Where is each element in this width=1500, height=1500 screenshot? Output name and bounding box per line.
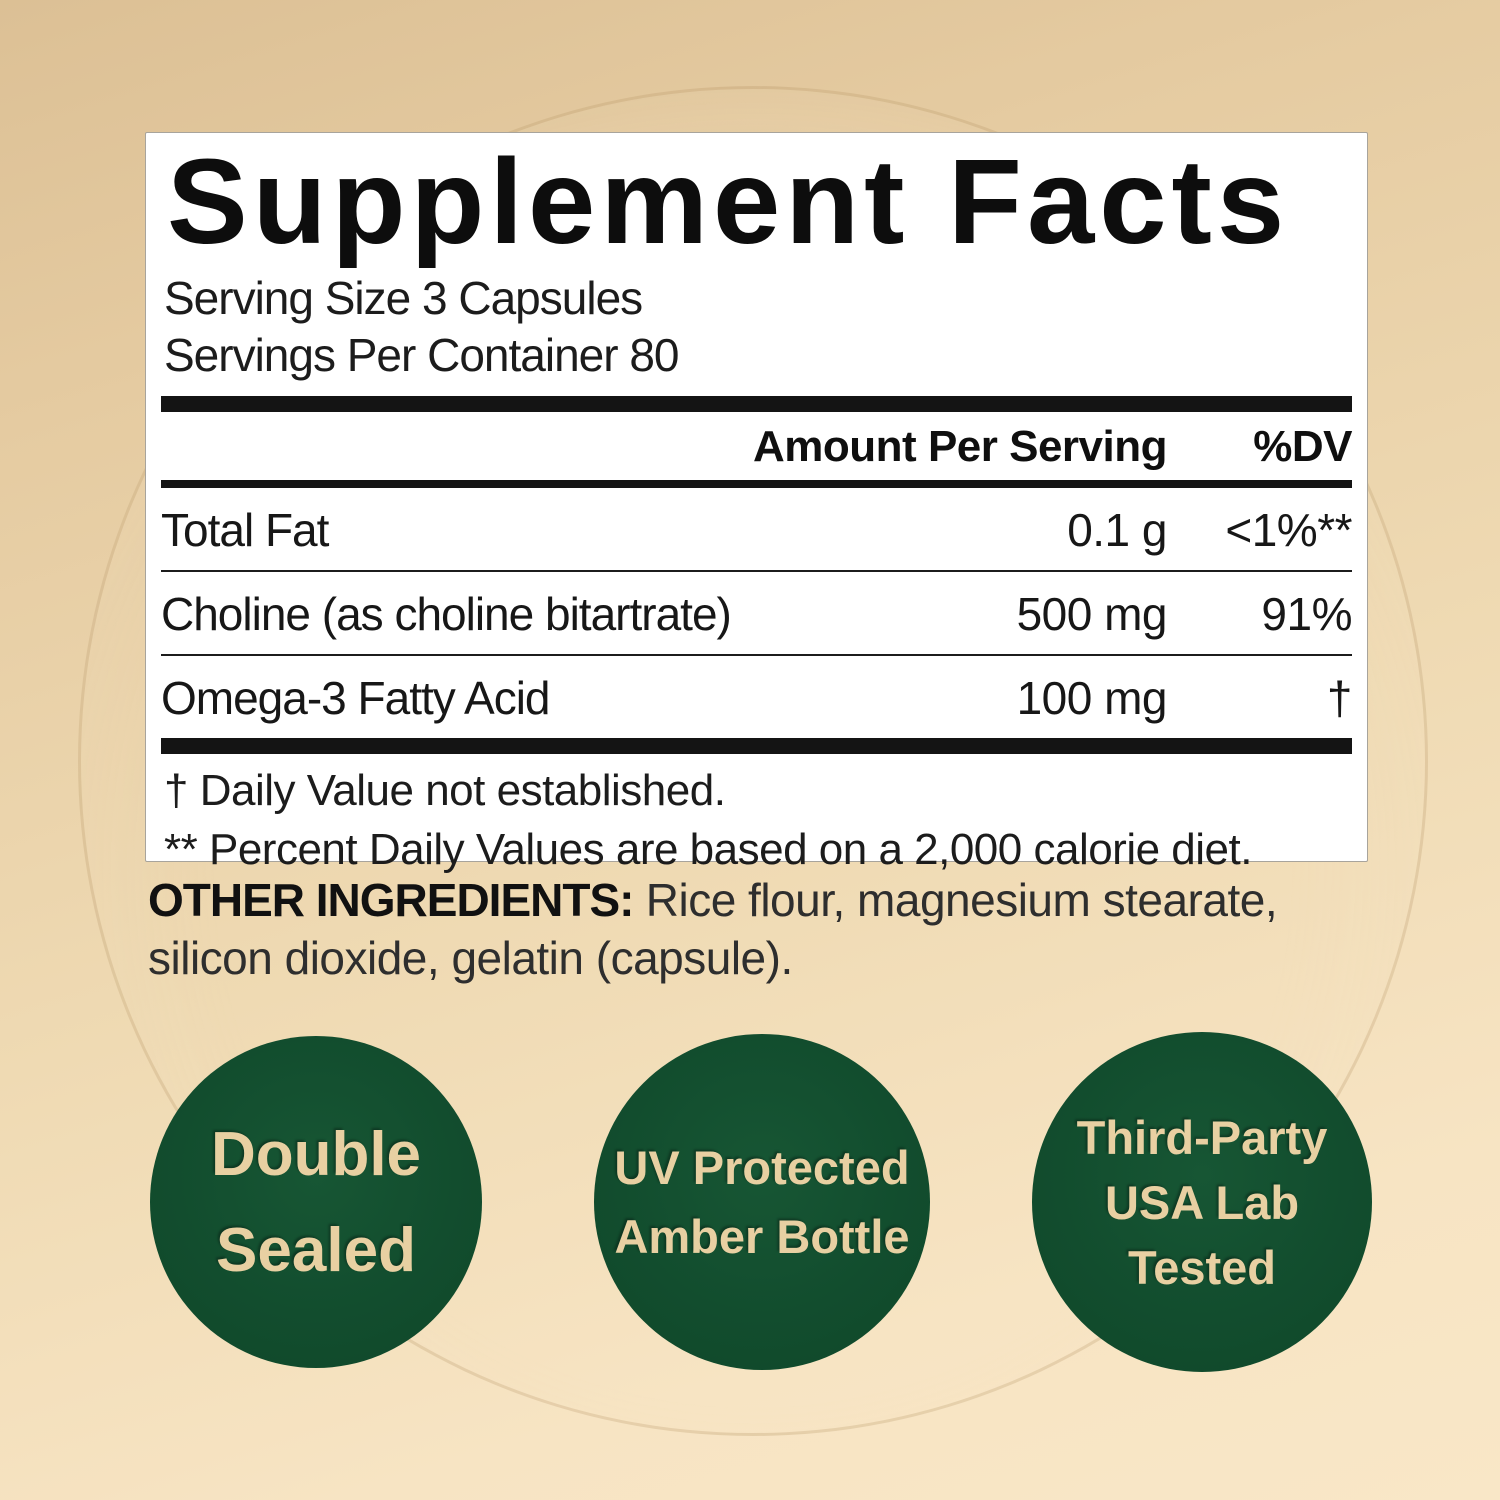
serving-size-text: Serving Size 3 Capsules [164,272,643,325]
row-amount: 500 mg [1016,587,1168,640]
other-ingredients-label: OTHER INGREDIENTS: [148,874,634,926]
badge-uv-protected-amber-bottle: UV Protected Amber Bottle [594,1034,930,1370]
row-name: Total Fat [161,503,329,556]
row-name: Omega-3 Fatty Acid [161,671,551,724]
supplement-facts-panel: Supplement Facts Serving Size 3 Capsules… [145,132,1368,874]
other-ingredients-text: Rice flour, magnesium stearate, silicon … [148,874,1278,984]
row-amount: 100 mg [1016,671,1168,724]
header-percent-dv: %DV [1253,421,1352,471]
badge-line: Amber Bottle [614,1210,910,1263]
divider-thick-bottom [161,737,1352,754]
badge-line: Sealed [216,1215,416,1285]
other-ingredients-paragraph: OTHER INGREDIENTS: Rice flour, magnesium… [148,872,1363,988]
badge-line: UV Protected [614,1141,910,1194]
table-row-total-fat: Total Fat 0.1 g <1%** [161,488,1353,570]
badge-line: USA Lab [1104,1175,1300,1229]
badge-line: Third-Party [1076,1110,1328,1164]
row-dv: <1%** [1225,503,1352,556]
servings-per-container-text: Servings Per Container 80 [164,328,680,381]
table-row-choline: Choline (as choline bitartrate) 500 mg 9… [161,572,1353,654]
row-amount: 0.1 g [1067,503,1167,556]
badge-third-party-usa-lab-tested: Third-Party USA Lab Tested [1032,1032,1372,1372]
footnote-daily-value: † Daily Value not established. [164,765,726,815]
row-name: Choline (as choline bitartrate) [161,587,732,640]
badge-line: Double [210,1119,422,1189]
footnote-percent-dv: ** Percent Daily Values are based on a 2… [164,825,1252,875]
badge-line: Tested [1128,1240,1276,1294]
panel-title: Supplement Facts [167,133,1290,269]
row-separator [161,569,1352,572]
row-dv: † [1326,671,1353,724]
divider-medium [161,479,1352,488]
table-row-omega3: Omega-3 Fatty Acid 100 mg † [161,656,1353,738]
table-header-row: Amount Per Serving %DV [161,412,1352,480]
badge-double-sealed: Double Sealed [150,1036,482,1368]
row-dv: 91% [1261,587,1352,640]
row-separator [161,653,1352,656]
header-amount-per-serving: Amount Per Serving [753,421,1167,471]
divider-thick-top [161,395,1352,412]
